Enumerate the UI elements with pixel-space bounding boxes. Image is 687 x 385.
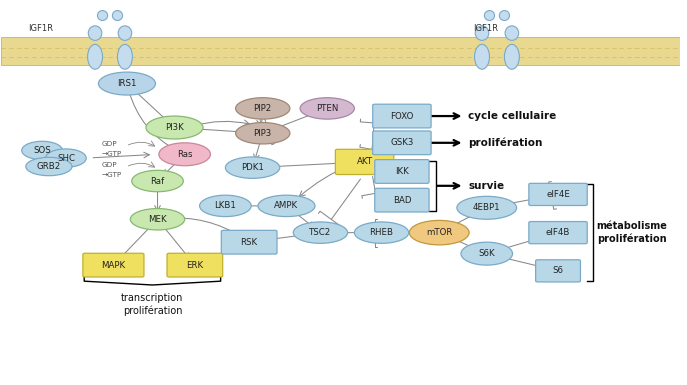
Ellipse shape bbox=[118, 26, 132, 40]
Text: IKK: IKK bbox=[395, 167, 409, 176]
Text: S6K: S6K bbox=[478, 249, 495, 258]
Text: FOXO: FOXO bbox=[390, 112, 414, 121]
FancyBboxPatch shape bbox=[221, 230, 277, 254]
Text: MAPK: MAPK bbox=[102, 261, 126, 270]
Text: SHC: SHC bbox=[57, 154, 75, 162]
FancyBboxPatch shape bbox=[167, 253, 223, 277]
FancyBboxPatch shape bbox=[536, 260, 581, 282]
FancyBboxPatch shape bbox=[374, 188, 429, 212]
Ellipse shape bbox=[258, 195, 315, 217]
Text: 4EBP1: 4EBP1 bbox=[473, 203, 501, 212]
FancyBboxPatch shape bbox=[529, 183, 587, 206]
Ellipse shape bbox=[98, 10, 108, 20]
Text: mTOR: mTOR bbox=[426, 228, 453, 237]
Ellipse shape bbox=[159, 143, 210, 166]
Text: →GTP: →GTP bbox=[102, 151, 122, 157]
Text: AMPK: AMPK bbox=[274, 201, 299, 210]
Text: →GTP: →GTP bbox=[102, 172, 122, 178]
Text: PTEN: PTEN bbox=[316, 104, 339, 113]
Text: PDK1: PDK1 bbox=[241, 163, 264, 172]
Ellipse shape bbox=[146, 116, 203, 139]
Text: RHEB: RHEB bbox=[370, 228, 394, 237]
Text: RSK: RSK bbox=[240, 238, 258, 247]
Ellipse shape bbox=[293, 222, 348, 243]
Ellipse shape bbox=[354, 222, 409, 243]
Ellipse shape bbox=[484, 10, 495, 20]
Ellipse shape bbox=[113, 10, 122, 20]
Ellipse shape bbox=[505, 26, 519, 40]
Text: survie: survie bbox=[469, 181, 504, 191]
Text: eIF4B: eIF4B bbox=[546, 228, 570, 237]
Ellipse shape bbox=[88, 44, 102, 69]
FancyBboxPatch shape bbox=[529, 221, 587, 244]
Text: PIP3: PIP3 bbox=[254, 129, 272, 138]
FancyBboxPatch shape bbox=[335, 149, 394, 174]
Text: TSC2: TSC2 bbox=[309, 228, 332, 237]
Ellipse shape bbox=[22, 141, 63, 160]
Bar bbox=[1, 37, 680, 65]
Ellipse shape bbox=[457, 196, 517, 219]
Text: S6: S6 bbox=[552, 266, 563, 275]
Text: IGF1R: IGF1R bbox=[29, 23, 54, 33]
Text: GDP: GDP bbox=[102, 141, 117, 147]
Ellipse shape bbox=[504, 44, 519, 69]
Text: PIP2: PIP2 bbox=[254, 104, 272, 113]
Text: Ras: Ras bbox=[177, 150, 192, 159]
Text: métabolisme
prolifération: métabolisme prolifération bbox=[597, 221, 668, 244]
Ellipse shape bbox=[89, 26, 102, 40]
Ellipse shape bbox=[131, 209, 185, 230]
Text: PI3K: PI3K bbox=[165, 123, 184, 132]
Text: SOS: SOS bbox=[33, 146, 51, 155]
Ellipse shape bbox=[200, 195, 251, 217]
Ellipse shape bbox=[409, 220, 469, 245]
Text: AKT: AKT bbox=[357, 157, 372, 166]
Ellipse shape bbox=[132, 170, 183, 192]
Text: GSK3: GSK3 bbox=[390, 138, 414, 147]
Ellipse shape bbox=[499, 10, 510, 20]
FancyBboxPatch shape bbox=[373, 104, 431, 128]
Text: LKB1: LKB1 bbox=[214, 201, 236, 210]
Ellipse shape bbox=[300, 98, 354, 119]
Ellipse shape bbox=[225, 157, 280, 178]
Text: cycle cellulaire: cycle cellulaire bbox=[469, 111, 556, 121]
Ellipse shape bbox=[98, 72, 155, 95]
Text: eIF4E: eIF4E bbox=[546, 190, 570, 199]
Ellipse shape bbox=[45, 149, 87, 167]
Text: prolifération: prolifération bbox=[469, 137, 543, 148]
Text: transcription
prolifération: transcription prolifération bbox=[121, 293, 183, 316]
FancyBboxPatch shape bbox=[374, 160, 429, 183]
Ellipse shape bbox=[236, 98, 290, 119]
Text: BAD: BAD bbox=[393, 196, 411, 205]
Ellipse shape bbox=[26, 157, 72, 176]
Text: GDP: GDP bbox=[102, 162, 117, 168]
Ellipse shape bbox=[461, 242, 513, 265]
FancyBboxPatch shape bbox=[83, 253, 144, 277]
Ellipse shape bbox=[475, 26, 488, 40]
FancyBboxPatch shape bbox=[373, 131, 431, 155]
Text: GRB2: GRB2 bbox=[37, 162, 61, 171]
Ellipse shape bbox=[117, 44, 133, 69]
Text: MEK: MEK bbox=[148, 215, 167, 224]
Text: ERK: ERK bbox=[186, 261, 203, 270]
Text: IGF1R: IGF1R bbox=[473, 23, 498, 33]
Ellipse shape bbox=[236, 122, 290, 144]
Text: IRS1: IRS1 bbox=[117, 79, 137, 88]
Ellipse shape bbox=[475, 44, 489, 69]
Text: Raf: Raf bbox=[150, 177, 165, 186]
